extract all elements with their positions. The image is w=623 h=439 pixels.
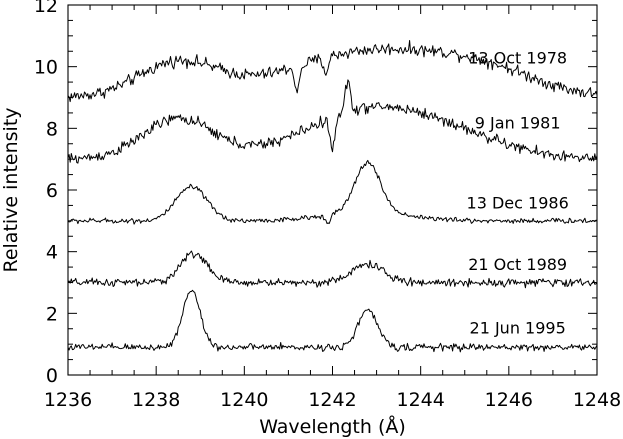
series-label: 21 Oct 1989 [468,255,567,274]
spectrum-line [67,79,598,164]
axis-tick-labels: 1236 1238 1240 1242 1244 1246 1248 0 2 4 6 8 10 12 [34,0,621,411]
x-tick-label: 1246 [485,389,533,411]
y-tick-label: 10 [34,57,58,79]
spectrum-line [67,40,598,103]
series-labels: 13 Oct 1978 9 Jan 1981 13 Dec 1986 21 Oct 1… [467,49,569,338]
x-axis-title: Wavelength (Å) [259,415,406,438]
series-lines [67,40,598,353]
y-axis-title: Relative intensity [0,107,22,272]
spectrum-line [67,289,598,353]
x-tick-label: 1238 [132,389,180,411]
series-label: 13 Oct 1978 [468,49,567,68]
x-tick-label: 1242 [308,389,356,411]
x-tick-label: 1248 [573,389,621,411]
axis-ticks [67,4,598,376]
spectrum-line [67,159,598,225]
series-label: 9 Jan 1981 [475,113,561,132]
y-tick-label: 4 [46,242,58,264]
y-tick-label: 8 [46,118,58,140]
spectrum-line [67,250,598,289]
series-label: 21 Jun 1995 [470,318,566,337]
y-tick-label: 12 [34,0,58,17]
y-tick-label: 2 [46,303,58,325]
y-tick-label: 6 [46,180,58,202]
x-tick-label: 1236 [44,389,92,411]
series-label: 13 Dec 1986 [467,194,569,213]
x-tick-label: 1244 [396,389,444,411]
x-tick-label: 1240 [220,389,268,411]
y-tick-label: 0 [46,365,58,387]
